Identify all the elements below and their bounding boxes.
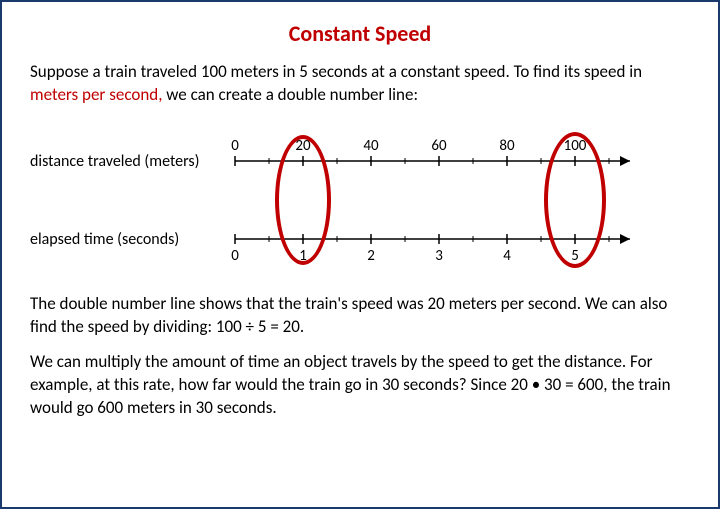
page-title: Constant Speed — [30, 20, 690, 47]
intro-paragraph: Suppose a train traveled 100 meters in 5… — [30, 61, 690, 107]
dist-tick-3: 60 — [431, 137, 446, 155]
time-tick-2: 2 — [367, 247, 375, 265]
time-tick-0: 0 — [231, 247, 239, 265]
paragraph-3: We can multiply the amount of time an ob… — [30, 351, 690, 420]
time-tick-3: 3 — [435, 247, 443, 265]
double-number-line-diagram: distance traveled (meters) elapsed time … — [30, 119, 690, 279]
paragraph-2: The double number line shows that the tr… — [30, 293, 690, 339]
highlight-ellipse-2 — [544, 132, 606, 268]
intro-text-2: we can create a double number line: — [162, 84, 418, 105]
time-tick-4: 4 — [503, 247, 511, 265]
intro-text-1: Suppose a train traveled 100 meters in 5… — [30, 61, 642, 82]
content-frame: Constant Speed Suppose a train traveled … — [0, 0, 720, 509]
dist-tick-2: 40 — [363, 137, 378, 155]
highlight-ellipse-1 — [275, 135, 331, 265]
intro-highlight: meters per second, — [30, 84, 162, 105]
dist-tick-0: 0 — [231, 137, 239, 155]
dist-tick-4: 80 — [499, 137, 514, 155]
